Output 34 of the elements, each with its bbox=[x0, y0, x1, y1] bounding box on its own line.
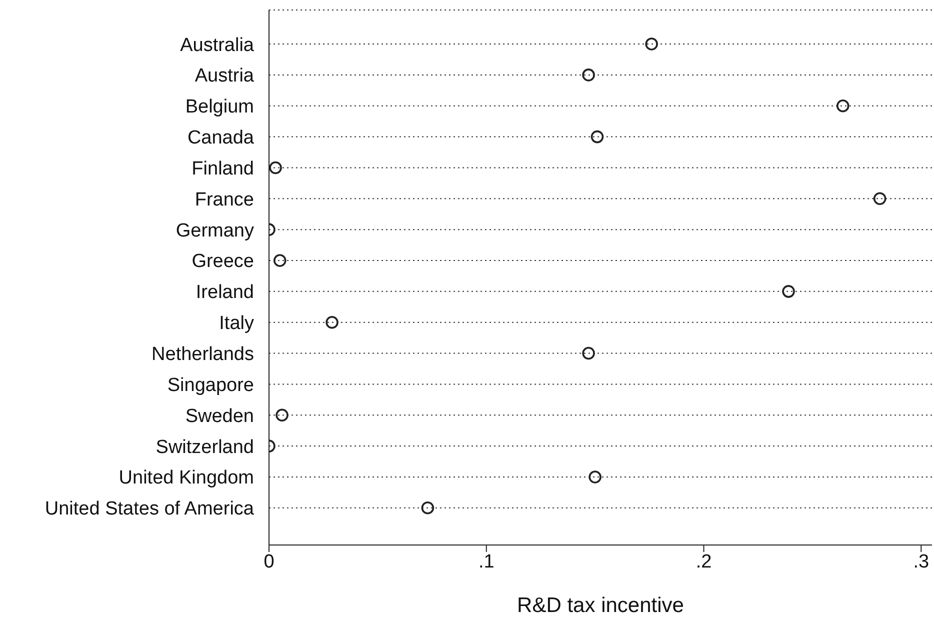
y-tick-label: Canada bbox=[187, 128, 254, 149]
x-tick-label: .1 bbox=[478, 551, 494, 572]
point bbox=[273, 254, 286, 267]
y-tick-label: Sweden bbox=[185, 406, 254, 427]
y-tick-label: Switzerland bbox=[156, 436, 254, 458]
point bbox=[836, 99, 850, 112]
x-axis-title: R&D tax incentive bbox=[517, 594, 684, 617]
point bbox=[582, 68, 595, 82]
point bbox=[421, 501, 434, 514]
point bbox=[582, 346, 595, 360]
y-tick-label: Finland bbox=[192, 158, 254, 180]
point bbox=[873, 192, 886, 206]
y-tick-label: Germany bbox=[176, 220, 254, 242]
point bbox=[588, 470, 602, 484]
x-tick-label: .3 bbox=[913, 551, 930, 572]
y-tick-label: Belgium bbox=[185, 96, 254, 118]
point bbox=[326, 316, 338, 329]
point bbox=[269, 161, 282, 174]
point bbox=[590, 130, 604, 144]
y-tick-label: France bbox=[194, 189, 254, 210]
y-tick-label: United States of America bbox=[44, 498, 254, 520]
y-tick-label: Australia bbox=[180, 34, 254, 56]
y-tick-label: United Kingdom bbox=[118, 468, 254, 489]
point bbox=[782, 285, 795, 298]
x-tick-label: 0 bbox=[264, 551, 274, 572]
y-tick-label: Netherlands bbox=[152, 344, 254, 366]
y-tick-label: Singapore bbox=[167, 374, 254, 396]
point bbox=[276, 408, 288, 422]
y-tick-label: Austria bbox=[194, 66, 254, 87]
point bbox=[645, 38, 658, 50]
x-tick-label: .2 bbox=[696, 551, 712, 572]
y-tick-label: Greece bbox=[192, 251, 254, 272]
y-tick-label: Ireland bbox=[196, 282, 254, 304]
y-tick-label: Italy bbox=[219, 313, 254, 334]
